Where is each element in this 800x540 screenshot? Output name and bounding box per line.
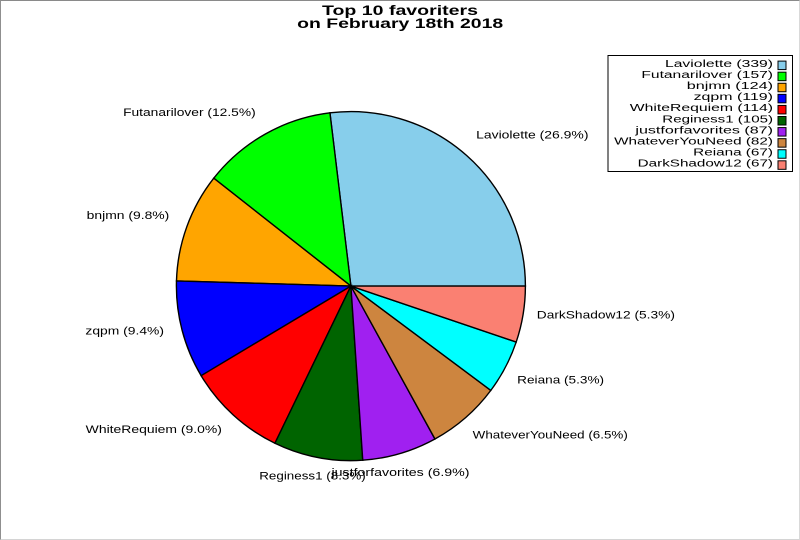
- svg-text:WhateverYouNeed (6.5%): WhateverYouNeed (6.5%): [473, 429, 628, 441]
- svg-text:Reginess1 (8.3%): Reginess1 (8.3%): [259, 471, 366, 483]
- svg-text:Futanarilover (157): Futanarilover (157): [641, 70, 773, 81]
- svg-text:DarkShadow12 (5.3%): DarkShadow12 (5.3%): [537, 310, 675, 322]
- svg-text:Reiana (67): Reiana (67): [693, 148, 773, 159]
- svg-text:Laviolette (26.9%): Laviolette (26.9%): [476, 129, 588, 141]
- svg-text:justforfavorites (87): justforfavorites (87): [634, 125, 773, 136]
- svg-text:on February 18th 2018: on February 18th 2018: [297, 16, 503, 32]
- svg-text:Reginess1 (105): Reginess1 (105): [662, 114, 773, 125]
- svg-text:Reiana (5.3%): Reiana (5.3%): [517, 374, 604, 386]
- svg-text:bnjmn (9.8%): bnjmn (9.8%): [87, 210, 170, 222]
- svg-text:bnjmn (124): bnjmn (124): [687, 81, 773, 92]
- svg-text:Top 10 favoriters: Top 10 favoriters: [322, 3, 478, 19]
- svg-text:DarkShadow12 (67): DarkShadow12 (67): [638, 159, 773, 170]
- svg-text:Futanarilover (12.5%): Futanarilover (12.5%): [123, 107, 256, 119]
- svg-text:zqpm (119): zqpm (119): [694, 92, 773, 103]
- svg-text:WhateverYouNeed (82): WhateverYouNeed (82): [614, 136, 773, 147]
- svg-text:justforfavorites (6.9%): justforfavorites (6.9%): [330, 467, 469, 479]
- svg-text:WhiteRequiem (9.0%): WhiteRequiem (9.0%): [86, 424, 222, 436]
- svg-text:WhiteRequiem (114): WhiteRequiem (114): [630, 103, 773, 114]
- svg-text:zqpm (9.4%): zqpm (9.4%): [85, 325, 164, 337]
- svg-text:Laviolette (339): Laviolette (339): [665, 59, 773, 70]
